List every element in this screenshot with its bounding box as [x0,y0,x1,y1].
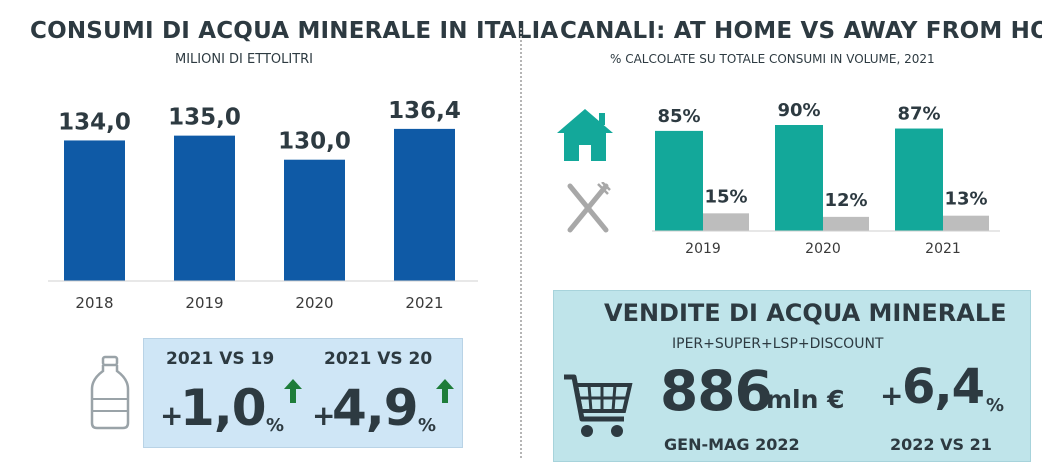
sales-amount: 886 [660,359,773,423]
bar-value-label: 135,0 [168,105,241,131]
sales-growth-value: 6,4 [902,359,985,415]
bar-2020 [284,159,345,281]
x-tick-label: 2021 [405,294,443,312]
bar-2021 [394,128,455,281]
bar-home-2019 [655,130,703,231]
bar-home-value-label: 85% [657,106,700,127]
arrow-up-icon [284,379,302,403]
x-tick-label: 2019 [185,294,223,312]
x-tick-label: 2020 [805,241,841,257]
cart-icon [564,374,633,437]
bar-value-label: 134,0 [58,109,131,135]
bar-value-label: 130,0 [278,129,351,155]
bar-away-value-label: 13% [944,189,987,210]
growth-b-pct: % [418,415,437,436]
right-chart-title: CANALI: AT HOME VS AWAY FROM HOME [560,18,1042,44]
bar-away-2020 [823,216,869,231]
x-tick-label: 2021 [925,241,961,257]
right-chart-subtitle: % CALCOLATE SU TOTALE CONSUMI IN VOLUME,… [610,52,935,66]
x-tick-label: 2019 [685,241,721,257]
bar-away-2021 [943,215,989,231]
growth-b-sign: + [312,399,336,432]
bar-value-label: 136,4 [388,98,461,124]
sales-growth-period: 2022 VS 21 [890,435,992,454]
x-tick-label: 2020 [295,294,333,312]
sales-growth-pct: % [986,395,1005,416]
bar-2019 [174,135,235,281]
channel-bar-chart: 85% 15% 90% 12% 87% 13% 2019 2020 2021 [652,100,1000,257]
sales-amount-period: GEN-MAG 2022 [664,435,800,454]
bar-away-value-label: 15% [704,186,747,207]
consumption-bar-chart: 134,0 135,0 130,0 136,4 2018 2019 2020 2021 [48,98,478,312]
growth-box: 2021 VS 19 2021 VS 20 + 1,0 % + 4,9 % [143,338,463,448]
bar-home-2021 [895,128,943,231]
sales-title: VENDITE DI ACQUA MINERALE [604,299,1007,327]
growth-b-value: 4,9 [332,379,419,437]
sales-amount-unit: mln € [766,385,845,414]
sales-growth-sign: + [880,379,904,412]
bar-home-2020 [775,125,823,231]
sales-box: VENDITE DI ACQUA MINERALE IPER+SUPER+LSP… [553,290,1031,462]
growth-a-sign: + [160,399,184,432]
bar-home-value-label: 87% [897,104,940,125]
home-icon [557,109,613,161]
growth-b-label: 2021 VS 20 [324,349,433,369]
x-tick-label: 2018 [75,294,113,312]
arrow-up-icon [436,379,454,403]
bar-2018 [64,140,125,281]
cutlery-icon [567,182,611,233]
bar-away-value-label: 12% [824,190,867,211]
growth-a-pct: % [266,415,285,436]
bottle-icon [90,355,130,430]
left-chart-subtitle: MILIONI DI ETTOLITRI [175,52,314,67]
growth-a-label: 2021 VS 19 [166,349,275,369]
growth-a-value: 1,0 [180,379,267,437]
sales-subtitle: IPER+SUPER+LSP+DISCOUNT [672,336,884,352]
bar-home-value-label: 90% [777,100,820,121]
panel-divider [520,28,522,458]
left-chart-title: CONSUMI DI ACQUA MINERALE IN ITALIA [30,18,559,44]
bar-away-2019 [703,213,749,231]
